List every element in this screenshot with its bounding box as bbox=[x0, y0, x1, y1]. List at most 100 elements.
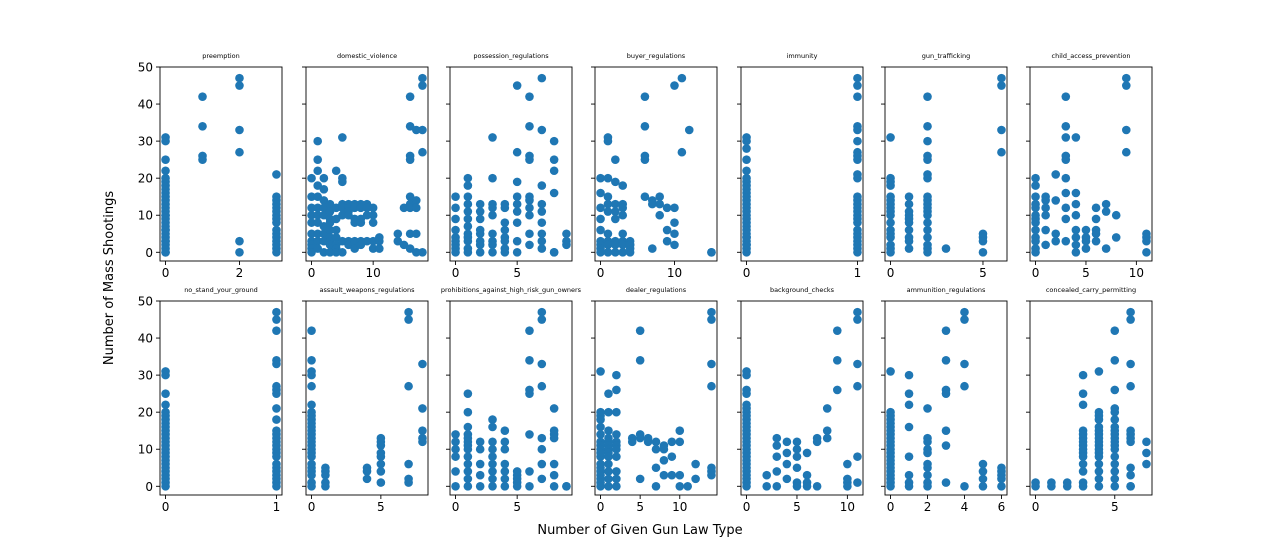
data-point bbox=[463, 207, 473, 216]
data-point bbox=[670, 240, 679, 250]
data-point bbox=[886, 233, 895, 242]
x-tick-label: 5 bbox=[979, 266, 987, 280]
subplot-prohibitions_against_high_risk_gun_owners: prohibitions_against_high_risk_gun_owner… bbox=[441, 286, 582, 514]
y-tick-label: 0 bbox=[145, 246, 153, 260]
data-point bbox=[463, 444, 473, 454]
data-point bbox=[997, 81, 1006, 90]
data-point bbox=[923, 233, 932, 242]
data-point bbox=[1078, 459, 1088, 469]
data-point bbox=[549, 481, 559, 491]
data-point bbox=[500, 481, 510, 491]
data-point bbox=[1078, 452, 1088, 461]
data-point bbox=[772, 433, 782, 443]
subplot-immunity: immunity 0 1 bbox=[737, 52, 864, 280]
data-point bbox=[596, 214, 605, 224]
subplot-title: immunity bbox=[787, 52, 818, 60]
data-point bbox=[307, 326, 316, 335]
data-point bbox=[512, 177, 522, 187]
data-point bbox=[368, 210, 378, 220]
data-point bbox=[537, 474, 547, 484]
data-point bbox=[356, 240, 366, 250]
data-point bbox=[512, 236, 522, 246]
axes-frame bbox=[1029, 300, 1153, 496]
data-point bbox=[1101, 207, 1111, 216]
subplot-title: prohibitions_against_high_risk_gun_owner… bbox=[441, 286, 582, 294]
data-point bbox=[463, 481, 473, 491]
data-point bbox=[161, 133, 170, 142]
data-point bbox=[997, 147, 1006, 157]
data-point bbox=[307, 229, 316, 239]
data-point bbox=[562, 481, 571, 491]
data-point bbox=[596, 422, 605, 432]
data-point bbox=[1126, 315, 1135, 324]
data-point bbox=[500, 426, 510, 436]
data-point bbox=[475, 240, 485, 250]
data-point bbox=[1094, 415, 1104, 424]
data-point bbox=[463, 422, 473, 432]
data-point bbox=[618, 240, 628, 250]
data-point bbox=[537, 359, 547, 369]
data-point bbox=[463, 407, 473, 417]
data-point bbox=[960, 381, 969, 391]
axes-frame bbox=[305, 300, 429, 496]
scatter-points bbox=[1031, 73, 1151, 257]
data-point bbox=[1041, 196, 1050, 205]
data-point bbox=[500, 225, 510, 235]
data-point bbox=[742, 404, 751, 413]
data-point bbox=[853, 73, 862, 83]
data-point bbox=[904, 422, 914, 432]
x-tick-label: 10 bbox=[667, 266, 682, 280]
x-tick-label: 0 bbox=[1032, 266, 1040, 280]
data-point bbox=[886, 247, 895, 257]
subplot-title: gun_trafficking bbox=[922, 52, 971, 60]
subplot-title: preemption bbox=[202, 52, 240, 60]
subplot-dealer_regulations: dealer_regulations 0 5 10 bbox=[591, 286, 718, 514]
data-point bbox=[670, 218, 679, 227]
data-point bbox=[404, 315, 413, 324]
data-point bbox=[923, 210, 932, 220]
data-point bbox=[549, 433, 559, 443]
data-point bbox=[1110, 415, 1120, 424]
data-point bbox=[356, 218, 366, 227]
data-point bbox=[923, 437, 932, 447]
data-point bbox=[643, 437, 653, 447]
data-point bbox=[742, 173, 751, 183]
data-point bbox=[611, 155, 620, 164]
data-point bbox=[338, 236, 347, 246]
data-point bbox=[853, 359, 862, 369]
data-point bbox=[418, 437, 427, 447]
data-point bbox=[525, 121, 534, 131]
data-point bbox=[350, 236, 359, 246]
x-tick-label: 10 bbox=[672, 500, 687, 514]
data-point bbox=[904, 218, 914, 227]
data-point bbox=[941, 355, 951, 365]
y-tick-label: 40 bbox=[138, 332, 153, 346]
axes-frame bbox=[449, 66, 573, 262]
data-point bbox=[463, 222, 473, 231]
data-point bbox=[500, 459, 510, 469]
y-tick-label: 20 bbox=[138, 406, 153, 420]
data-point bbox=[307, 173, 316, 183]
data-point bbox=[923, 173, 932, 183]
data-point bbox=[463, 452, 473, 461]
data-point bbox=[475, 207, 485, 216]
data-point bbox=[198, 155, 207, 164]
data-point bbox=[640, 121, 650, 131]
data-point bbox=[319, 196, 329, 205]
data-point bbox=[418, 359, 427, 369]
data-point bbox=[1094, 459, 1104, 469]
data-point bbox=[307, 400, 316, 410]
data-point bbox=[941, 326, 951, 335]
data-point bbox=[418, 426, 427, 436]
data-point bbox=[612, 474, 621, 484]
data-point bbox=[1061, 203, 1071, 213]
data-point bbox=[1081, 244, 1091, 253]
data-point bbox=[525, 155, 534, 164]
data-point bbox=[792, 437, 802, 447]
data-point bbox=[596, 448, 605, 458]
data-point bbox=[1031, 192, 1040, 201]
data-point bbox=[451, 247, 460, 257]
data-point bbox=[1091, 229, 1101, 239]
data-point bbox=[1047, 481, 1056, 491]
data-point bbox=[525, 240, 534, 250]
